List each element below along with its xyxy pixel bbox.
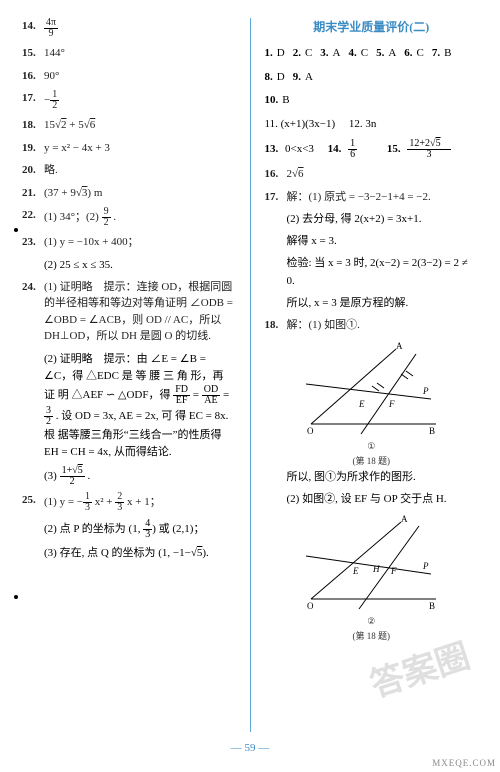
page-content: 14. 4π9 15.144° 16.90° 17. −12 18. 15√2 …: [0, 0, 500, 740]
q21: 21. (37 + 9√3) m: [22, 185, 236, 202]
q18mid: 所以, 图①为所求作的图形.: [287, 469, 479, 486]
binding-dot: [14, 595, 18, 599]
q18r: 18.解：(1) 如图①.: [265, 317, 479, 334]
binding-dot: [14, 228, 18, 232]
q23b: (2) 25 ≤ x ≤ 35.: [44, 257, 236, 274]
svg-text:B: B: [429, 601, 435, 611]
left-column: 14. 4π9 15.144° 16.90° 17. −12 18. 15√2 …: [22, 18, 251, 732]
page-number: — 59 —: [0, 742, 500, 754]
svg-text:E: E: [352, 566, 359, 576]
q16: 16.90°: [22, 68, 236, 85]
q14: 14. 4π9: [22, 18, 236, 39]
corner-url: MXEQE.COM: [432, 758, 496, 768]
right-column: 期末学业质量评价(二) 1.D2.C3.A4.C5.A6.C7.B 8.D9.A…: [251, 18, 479, 732]
q19: 19.y = x² − 4x + 3: [22, 140, 236, 157]
svg-text:P: P: [422, 561, 429, 571]
svg-text:O: O: [307, 601, 314, 611]
mc-row-1: 1.D2.C3.A4.C5.A6.C7.B: [265, 45, 479, 63]
q17re: 所以, x = 3 是原方程的解.: [287, 295, 479, 312]
q18b: (2) 如图②, 设 EF 与 OP 交于点 H.: [287, 491, 479, 508]
svg-text:B: B: [429, 426, 435, 436]
q24c: (3) 1+√52 .: [44, 466, 236, 487]
svg-text:E: E: [358, 399, 365, 409]
q15: 15.144°: [22, 45, 236, 62]
mc-row-3: 10.B: [265, 92, 479, 110]
svg-text:F: F: [388, 399, 395, 409]
figure-2: O B A P E H F ② (第 18 题): [265, 514, 479, 642]
svg-text:A: A: [401, 514, 408, 524]
q20: 20.略.: [22, 162, 236, 179]
q18: 18. 15√2 + 5√6: [22, 117, 236, 134]
q22: 22. (1) 34°；(2) 92 .: [22, 207, 236, 228]
svg-text:O: O: [307, 426, 314, 436]
q17rd: 检验: 当 x = 3 时, 2(x−2) = 2(3−2) = 2 ≠ 0.: [287, 255, 479, 289]
q24: 24.(1) 证明略 提示：连接 OD，根据同圆的半径相等和等边对等角证明 ∠O…: [22, 279, 236, 345]
q25c: (3) 存在, 点 Q 的坐标为 (1, −1−√5).: [44, 545, 236, 562]
q17rc: 解得 x = 3.: [287, 233, 479, 250]
q25b: (2) 点 P 的坐标为 (1, 43) 或 (2,1)；: [44, 519, 236, 540]
q25: 25. (1) y = −13 x² + 23 x + 1；: [22, 492, 236, 513]
svg-text:H: H: [372, 564, 380, 574]
section-title: 期末学业质量评价(二): [265, 18, 479, 35]
svg-text:P: P: [422, 386, 429, 396]
q17rb: (2) 去分母, 得 2(x+2) = 3x+1.: [287, 211, 479, 228]
figure-1: O B A P E F ① (第 18 题): [265, 339, 479, 467]
mc-row-2: 8.D9.A: [265, 69, 479, 87]
svg-text:F: F: [390, 566, 397, 576]
q11-12: 11. (x+1)(3x−1) 12. 3n: [265, 116, 479, 134]
q16r: 16.2√6: [265, 166, 479, 183]
q23: 23.(1) y = −10x + 400；: [22, 234, 236, 251]
q17r: 17.解：(1) 原式 = −3−2−1+4 = −2.: [265, 189, 479, 206]
q13-15: 13. 0<x<3 14. 16 15. 12+2√53: [265, 139, 479, 160]
svg-text:A: A: [396, 341, 403, 351]
q17: 17. −12: [22, 90, 236, 111]
q24b: (2) 证明略 提示：由 ∠E = ∠B = ∠C，得 △EDC 是 等 腰 三…: [44, 351, 236, 461]
